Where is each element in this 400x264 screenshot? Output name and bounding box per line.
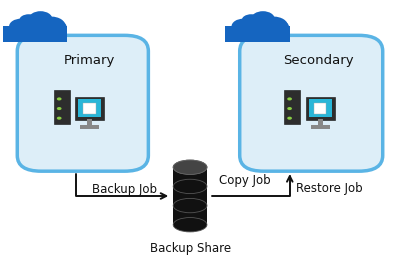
Bar (83, 103, 96, 114)
Text: Copy Job: Copy Job (219, 174, 270, 187)
Bar (80, 125, 99, 129)
Circle shape (232, 19, 255, 34)
Bar (284, 90, 300, 124)
Circle shape (287, 117, 292, 120)
Bar (173, 167, 207, 225)
Bar (306, 97, 334, 120)
Text: Secondary: Secondary (283, 54, 354, 67)
Bar (308, 99, 332, 117)
Circle shape (251, 11, 275, 27)
Circle shape (287, 97, 292, 101)
Circle shape (57, 107, 62, 110)
FancyBboxPatch shape (240, 35, 383, 171)
Circle shape (287, 107, 292, 110)
Ellipse shape (173, 218, 207, 232)
Bar (318, 119, 322, 126)
Text: Backup Job: Backup Job (92, 183, 157, 196)
Ellipse shape (173, 198, 207, 213)
Circle shape (269, 20, 289, 34)
Bar (3, 26, 67, 42)
Text: Restore Job: Restore Job (296, 182, 362, 195)
Circle shape (18, 17, 52, 40)
Bar (226, 26, 290, 42)
Bar (88, 119, 92, 126)
Circle shape (29, 11, 52, 27)
Circle shape (242, 14, 261, 27)
Bar (314, 103, 326, 114)
Circle shape (37, 17, 66, 35)
Text: Backup Share: Backup Share (150, 242, 231, 255)
Bar (78, 99, 102, 117)
Circle shape (46, 20, 67, 34)
Circle shape (57, 97, 62, 101)
Circle shape (240, 17, 275, 40)
Bar (54, 90, 70, 124)
Circle shape (19, 14, 38, 27)
Circle shape (57, 117, 62, 120)
Circle shape (259, 17, 288, 35)
Bar (76, 97, 104, 120)
Ellipse shape (173, 179, 207, 194)
Circle shape (9, 19, 33, 34)
FancyBboxPatch shape (17, 35, 148, 171)
Bar (311, 125, 330, 129)
Text: Primary: Primary (64, 54, 115, 67)
Ellipse shape (173, 160, 207, 175)
Ellipse shape (173, 160, 207, 175)
